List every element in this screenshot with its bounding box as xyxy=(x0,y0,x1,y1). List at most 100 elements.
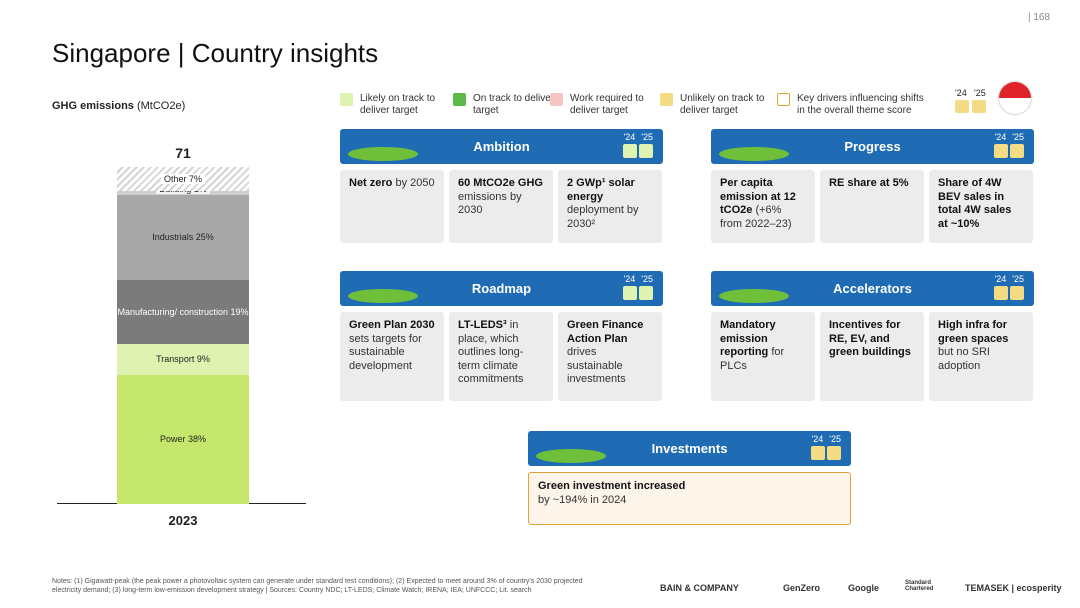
logo: BAIN & COMPANY xyxy=(660,583,739,593)
panel-years: '24 '25 xyxy=(624,132,653,142)
x-label: 2023 xyxy=(168,513,198,528)
flag xyxy=(999,82,1031,114)
legend-swatch xyxy=(660,93,673,106)
segment-value: 7% xyxy=(189,174,203,185)
segment-label: Power 38% xyxy=(160,434,206,444)
panel-title: Ambition xyxy=(473,139,530,154)
panel-title: Roadmap xyxy=(471,281,532,296)
legend-year-box xyxy=(972,100,986,113)
card-headline: RE share at 5% xyxy=(829,177,909,189)
page-number: | 168 xyxy=(1027,12,1050,23)
bar-segment: Manufacturing/ construction 19% xyxy=(117,279,249,345)
legend-swatch xyxy=(777,93,790,106)
card-headline: High infra for green spaces xyxy=(938,319,1009,345)
card-text: sets targets for sustainable development xyxy=(349,332,422,372)
card-text: (+6% from 2022–23) xyxy=(720,204,792,230)
segment-value: 25% xyxy=(195,232,214,243)
panel-years: '24 '25 xyxy=(995,132,1024,142)
panel-header: Accelerators '24 '25 xyxy=(711,271,1034,306)
status-box xyxy=(623,144,637,158)
panel-icon xyxy=(348,289,418,303)
legend-item: Work required to deliver target xyxy=(550,93,665,117)
insight-card: 2 GWp¹ solar energy deployment by 2030² xyxy=(558,170,662,243)
ghg-title: GHG emissions xyxy=(52,100,134,112)
status-box xyxy=(1010,144,1024,158)
panel-year: '24 xyxy=(811,434,824,444)
insight-card: Share of 4W BEV sales in total 4W sales … xyxy=(929,170,1033,243)
bar-segment: Building 1% xyxy=(117,183,249,195)
card-text: by ~194% in 2024 xyxy=(538,493,627,506)
panel-header: Roadmap '24 '25 xyxy=(340,271,663,306)
bar-segment: Industrials 25% xyxy=(117,194,249,280)
insight-card: 60 MtCO2e GHG emissions by 2030 xyxy=(449,170,553,243)
segment-label: Manufacturing/ construction 19% xyxy=(117,307,248,317)
panel-year: '24 xyxy=(623,274,636,284)
panel-year: '25 xyxy=(641,132,653,142)
panel-year: '24 xyxy=(623,132,636,142)
legend-swatch xyxy=(453,93,466,106)
card-headline: Green Plan 2030 xyxy=(349,319,435,331)
panel-header: Progress '24 '25 xyxy=(711,129,1034,164)
panel-year: '24 xyxy=(994,274,1007,284)
segment-value: 38% xyxy=(188,434,207,445)
card-headline: Share of 4W BEV sales in total 4W sales … xyxy=(938,177,1012,230)
card-headline: Green Finance Action Plan xyxy=(567,319,644,345)
legend-item: On track to deliver target xyxy=(453,93,568,117)
panel-year: '25 xyxy=(1012,274,1024,284)
insight-card: Mandatory emission reporting for PLCs xyxy=(711,312,815,401)
bar-segment: Other 7% xyxy=(117,167,249,192)
legend-item: Key drivers influencing shifts in the ov… xyxy=(777,93,932,117)
legend-year: '25 xyxy=(974,88,986,98)
insight-card: High infra for green spaces but no SRI a… xyxy=(929,312,1033,401)
status-box xyxy=(639,286,653,300)
status-box xyxy=(827,446,841,460)
panel-year: '25 xyxy=(1012,132,1024,142)
card-text: emissions by 2030 xyxy=(458,190,522,217)
segment-value: 9% xyxy=(196,354,210,365)
card-text: drives sustainable investments xyxy=(567,346,626,385)
panel-icon xyxy=(719,147,789,161)
status-box xyxy=(994,286,1008,300)
panel-title: Investments xyxy=(651,441,728,456)
panel-icon xyxy=(719,289,789,303)
panel-year: '25 xyxy=(641,274,653,284)
card-headline: Incentives for RE, EV, and green buildin… xyxy=(829,319,911,358)
insight-card: Green investment increased by ~194% in 20… xyxy=(528,472,851,525)
card-headline: Green investment increased xyxy=(538,480,686,492)
logo: Google xyxy=(848,583,879,593)
legend-swatch xyxy=(550,93,563,106)
bar-segment: Power 38% xyxy=(117,374,249,504)
insight-card: Per capita emission at 12 tCO2e (+6% fro… xyxy=(711,170,815,243)
panel-header: Ambition '24 '25 xyxy=(340,129,663,164)
legend-year-box xyxy=(955,100,969,113)
segment-name: Manufacturing/ construction xyxy=(117,306,229,317)
insight-card: Net zero by 2050 xyxy=(340,170,444,243)
card-text: in place, which outlines long-term clima… xyxy=(458,319,524,385)
insight-card: LT-LEDS³ in place, which outlines long-t… xyxy=(449,312,553,401)
status-box xyxy=(623,286,637,300)
card-headline: 2 GWp¹ solar energy xyxy=(567,177,635,203)
logo: Standard Chartered xyxy=(905,580,934,592)
footnotes: Notes: (1) Gigawatt-peak (the peak power… xyxy=(52,578,583,594)
insight-card: RE share at 5% xyxy=(820,170,924,243)
segment-label: Industrials 25% xyxy=(152,232,214,242)
bar-segment: Transport 9% xyxy=(117,344,249,375)
card-headline: Per capita emission at 12 tCO2e xyxy=(720,177,796,216)
status-box xyxy=(994,144,1008,158)
segment-name: Other xyxy=(163,174,187,185)
insight-card: Green Finance Action Plan drives sustain… xyxy=(558,312,662,401)
status-box xyxy=(811,446,825,460)
total-label: 71 xyxy=(175,145,191,161)
panel-title: Accelerators xyxy=(833,281,912,296)
card-headline: 60 MtCO2e GHG xyxy=(458,177,543,189)
status-box xyxy=(639,144,653,158)
panel-year: '24 xyxy=(994,132,1007,142)
segment-label: Transport 9% xyxy=(156,354,210,364)
segment-value: 19% xyxy=(230,306,249,317)
segment-name: Transport xyxy=(156,354,195,365)
card-headline: LT-LEDS³ xyxy=(458,319,507,331)
card-headline: Mandatory emission reporting xyxy=(720,319,776,358)
status-box xyxy=(1010,286,1024,300)
panel-years: '24 '25 xyxy=(995,274,1024,284)
card-text: by 2050 xyxy=(395,177,435,189)
